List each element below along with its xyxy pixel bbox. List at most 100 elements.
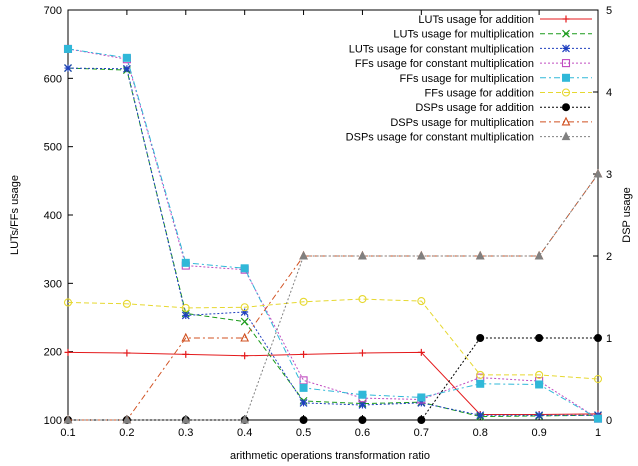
data-point	[358, 401, 367, 409]
y2-tick-label: 2	[606, 251, 612, 263]
data-point	[181, 332, 191, 342]
plot-frame	[67, 9, 599, 421]
y-axis-label: LUTs/FFs usage	[9, 175, 21, 255]
legend-entry: LUTs usage for addition	[418, 14, 592, 26]
data-point	[358, 416, 367, 424]
series-1	[64, 348, 602, 419]
y2-axis-label: DSP usage	[621, 187, 633, 242]
legend-marker	[561, 131, 571, 141]
series-line	[67, 351, 599, 415]
data-point	[417, 348, 425, 356]
y-tick-label: 400	[44, 210, 62, 222]
x-tick-label: 0.3	[178, 427, 193, 439]
y-tick-label: 100	[44, 415, 62, 427]
x-tick-label: 0.4	[237, 427, 252, 439]
legend-marker	[562, 15, 570, 23]
data-point	[181, 311, 190, 320]
legend-label: DSPs usage for addition	[415, 102, 534, 114]
data-point	[181, 303, 190, 312]
data-point	[240, 317, 249, 326]
series-7	[64, 334, 602, 424]
legend-marker	[562, 44, 570, 53]
legend-entry: DSPs usage for constant multiplication	[346, 131, 592, 144]
data-point	[535, 334, 544, 342]
legend-entry: DSPs usage for multiplication	[390, 116, 592, 129]
series-5	[64, 44, 602, 423]
data-point	[593, 168, 603, 178]
series-6	[63, 294, 603, 384]
data-point	[181, 258, 190, 267]
data-point	[182, 350, 190, 358]
data-point	[535, 380, 544, 389]
y2-tick-label: 5	[606, 5, 612, 17]
data-point	[417, 297, 426, 306]
data-point	[476, 370, 485, 379]
series-line	[67, 298, 599, 380]
legend-label: FFs usage for addition	[425, 88, 534, 100]
data-point	[122, 53, 131, 62]
data-point	[63, 298, 73, 307]
data-point	[417, 250, 426, 260]
legend: LUTs usage for addition LUTs usage for mu…	[346, 14, 592, 144]
y2-tick-label: 1	[606, 333, 612, 345]
data-point	[299, 376, 308, 385]
y-tick-label: 600	[44, 73, 62, 85]
data-point	[358, 349, 366, 357]
data-point	[417, 416, 426, 424]
plot-border	[67, 9, 599, 421]
data-point	[64, 64, 72, 73]
data-point	[241, 352, 249, 360]
x-tick-label: 1	[595, 427, 601, 439]
data-point	[358, 390, 367, 399]
data-point	[240, 303, 249, 312]
data-point	[64, 44, 72, 53]
y-tick-label: 500	[44, 142, 62, 154]
data-point	[593, 374, 603, 384]
x-tick-label: 0.5	[296, 427, 311, 439]
data-point	[299, 398, 308, 407]
data-point	[475, 250, 485, 260]
data-point	[181, 414, 191, 424]
data-point	[594, 334, 602, 342]
legend-label: LUTs usage for addition	[418, 14, 534, 26]
legend-entry: LUTs usage for constant multiplication	[349, 43, 592, 55]
y-tick-label: 300	[44, 278, 62, 290]
data-point	[299, 383, 308, 392]
series-8	[63, 168, 603, 424]
data-point	[358, 250, 367, 260]
data-point	[358, 294, 367, 304]
x-tick-label: 0.1	[60, 427, 75, 439]
x-axis-ticks: 0.1 0.2 0.3 0.4 0.5 0.6 0.7 0.8 0.9 1	[60, 10, 601, 439]
y-axis-ticks: 100 200 300 400 500 600 700	[44, 5, 73, 427]
series-line	[67, 48, 599, 420]
data-point	[417, 393, 426, 402]
legend-entry: FFs usage for multiplication	[400, 73, 592, 85]
legend-label: FFs usage for multiplication	[400, 73, 535, 85]
data-point	[123, 349, 131, 357]
data-point	[299, 416, 308, 424]
data-point	[476, 334, 485, 342]
series-line	[68, 173, 599, 421]
series-9	[63, 168, 603, 424]
data-point	[122, 414, 132, 424]
data-point	[594, 414, 602, 423]
data-point	[299, 250, 308, 260]
y-tick-label: 700	[44, 5, 62, 17]
legend-marker	[561, 116, 571, 126]
legend-entry: DSPs usage for addition	[415, 102, 592, 114]
data-point	[535, 370, 544, 379]
legend-label: LUTs usage for multiplication	[393, 29, 534, 41]
data-point	[476, 411, 485, 420]
x-tick-label: 0.8	[473, 427, 488, 439]
data-point	[122, 64, 131, 73]
y2-tick-label: 3	[606, 169, 612, 181]
y2-tick-label: 4	[606, 87, 612, 99]
legend-entry: LUTs usage for multiplication	[393, 29, 592, 41]
data-point	[240, 414, 249, 424]
data-point	[299, 297, 308, 306]
data-point	[535, 411, 544, 420]
x-tick-label: 0.7	[414, 427, 429, 439]
legend-marker	[562, 29, 570, 38]
legend-entry: FFs usage for addition	[425, 88, 592, 100]
